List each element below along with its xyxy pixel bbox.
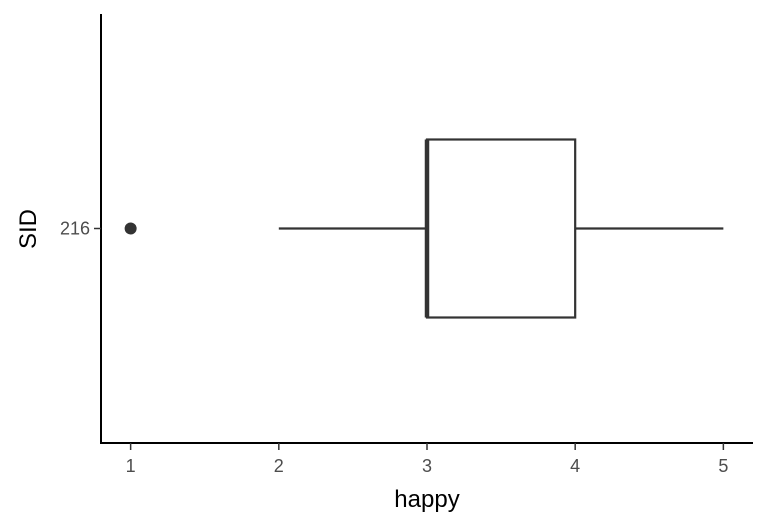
y-axis-title: SID	[15, 209, 42, 249]
plot-area	[124, 138, 724, 319]
outlier-point	[124, 222, 137, 235]
x-tick-label: 3	[422, 456, 432, 476]
box-iqr	[425, 138, 577, 319]
x-tick-label: 4	[570, 456, 580, 476]
y-tick-label: 216	[60, 219, 90, 239]
x-tick-label: 1	[126, 456, 136, 476]
x-tick-label: 2	[274, 456, 284, 476]
x-tick-label: 5	[718, 456, 728, 476]
x-axis-title: happy	[394, 486, 459, 513]
ticks: 1 2 3 4 5 216	[60, 219, 728, 477]
